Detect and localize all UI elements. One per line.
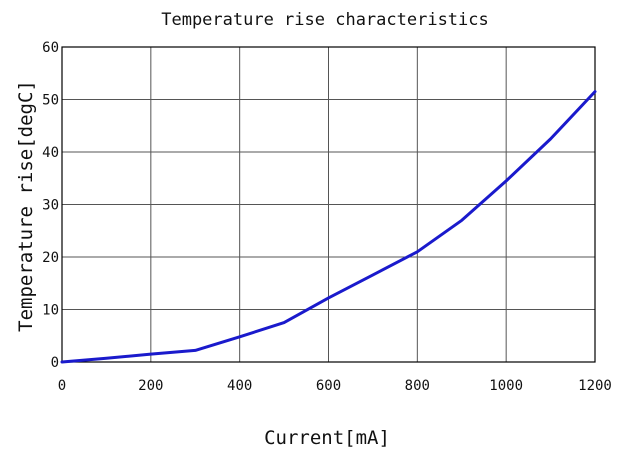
y-tick-label: 20 [42, 250, 59, 266]
y-tick-label: 60 [42, 40, 59, 56]
x-tick-label: 0 [58, 378, 66, 394]
y-tick-label: 50 [42, 93, 59, 109]
grid [61, 46, 596, 363]
x-tick-label: 200 [138, 378, 163, 394]
x-tick-label: 600 [316, 378, 341, 394]
y-tick-label: 40 [42, 145, 59, 161]
x-axis-label: Current[mA] [264, 427, 390, 449]
temperature-rise-line [60, 90, 597, 364]
y-tick-label: 10 [42, 303, 59, 319]
y-tick-label: 0 [51, 355, 59, 371]
y-tick-labels: 0 10 20 30 40 50 60 [42, 40, 59, 371]
x-tick-label: 1000 [489, 378, 523, 394]
chart-title: Temperature rise characteristics [161, 10, 489, 30]
y-tick-label: 30 [42, 198, 59, 214]
x-tick-label: 400 [227, 378, 252, 394]
x-tick-labels: 0 200 400 600 800 1000 1200 [58, 378, 612, 394]
plot-frame [61, 46, 596, 363]
x-tick-label: 800 [405, 378, 430, 394]
y-axis-label: Temperature rise[degC] [15, 80, 37, 332]
x-tick-label: 1200 [578, 378, 612, 394]
